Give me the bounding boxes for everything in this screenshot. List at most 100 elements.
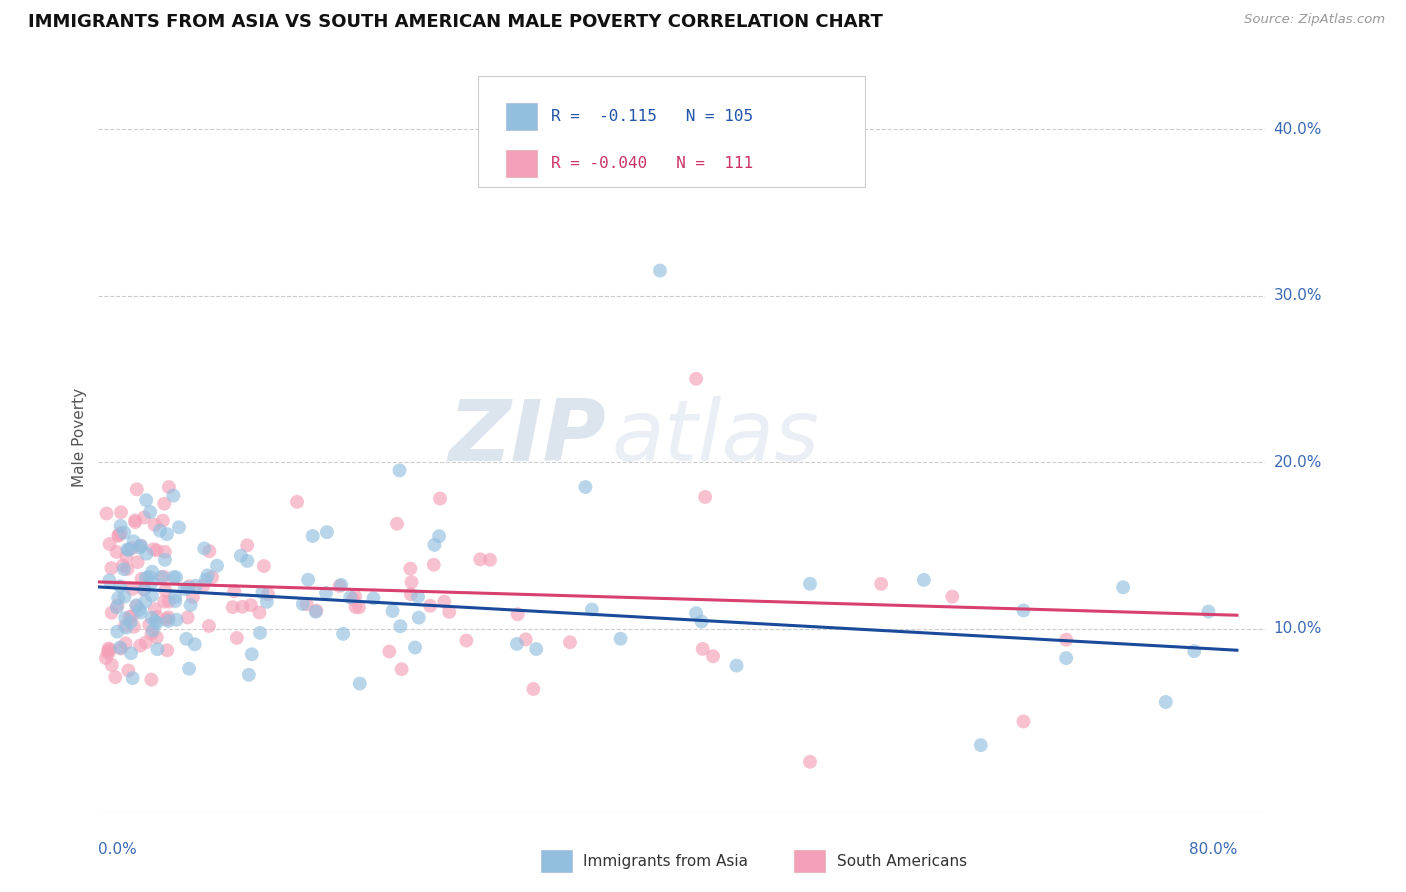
Point xyxy=(152,514,174,528)
Text: R = -0.040   N =  111: R = -0.040 N = 111 xyxy=(551,156,754,170)
Point xyxy=(1198,605,1220,619)
Text: 30.0%: 30.0% xyxy=(1274,288,1322,303)
Point xyxy=(522,681,544,696)
Point xyxy=(236,554,259,568)
Point xyxy=(1112,580,1135,594)
Point xyxy=(111,558,134,573)
Point xyxy=(229,549,252,563)
Point xyxy=(177,610,200,624)
Point xyxy=(347,600,370,615)
Point xyxy=(399,561,422,575)
Point xyxy=(135,493,157,508)
Point xyxy=(117,542,139,557)
Point xyxy=(363,591,385,606)
Point xyxy=(105,600,128,615)
Point xyxy=(120,615,142,630)
Point xyxy=(156,612,179,626)
Point xyxy=(1012,603,1035,617)
Point xyxy=(429,491,451,506)
Point xyxy=(181,590,204,604)
Point xyxy=(125,599,148,613)
Point xyxy=(108,579,131,593)
Point xyxy=(141,575,163,590)
Point xyxy=(198,619,221,633)
Point xyxy=(108,640,131,655)
Point xyxy=(125,598,148,612)
Point xyxy=(157,480,180,494)
Point xyxy=(173,582,195,597)
Point xyxy=(404,640,426,655)
Point xyxy=(94,651,117,665)
Point xyxy=(135,571,157,585)
Point xyxy=(201,570,224,584)
Point xyxy=(408,610,430,624)
Point xyxy=(129,539,152,553)
Point xyxy=(128,602,150,616)
Point xyxy=(122,620,145,634)
Text: R =  -0.115   N = 105: R = -0.115 N = 105 xyxy=(551,110,754,124)
Point xyxy=(105,624,128,639)
Point xyxy=(690,615,713,629)
Point xyxy=(222,600,245,615)
Text: IMMIGRANTS FROM ASIA VS SOUTH AMERICAN MALE POVERTY CORRELATION CHART: IMMIGRANTS FROM ASIA VS SOUTH AMERICAN M… xyxy=(28,13,883,31)
Point xyxy=(197,568,219,582)
Point xyxy=(176,581,198,595)
Point xyxy=(153,594,176,608)
Point xyxy=(100,561,122,575)
Point xyxy=(225,631,247,645)
Point xyxy=(479,553,502,567)
Point xyxy=(970,738,993,752)
Point xyxy=(156,643,179,657)
Point xyxy=(378,644,401,658)
Point xyxy=(205,558,228,573)
Point xyxy=(118,542,141,557)
Point xyxy=(941,590,963,604)
Point xyxy=(870,577,893,591)
Point xyxy=(574,480,596,494)
Point xyxy=(98,642,121,657)
Point xyxy=(198,544,221,558)
Point xyxy=(1054,651,1077,665)
Point xyxy=(249,625,271,640)
Point xyxy=(150,570,173,584)
Point xyxy=(177,662,200,676)
Point xyxy=(305,604,328,618)
Point xyxy=(305,605,328,619)
Point xyxy=(121,541,143,556)
Point xyxy=(330,578,353,592)
Point xyxy=(112,562,135,576)
Point xyxy=(524,642,547,657)
Point xyxy=(240,647,263,661)
Point xyxy=(143,615,166,629)
Point xyxy=(134,582,156,597)
Point xyxy=(253,559,276,574)
Text: 0.0%: 0.0% xyxy=(98,842,138,857)
Point xyxy=(107,529,129,543)
Text: 80.0%: 80.0% xyxy=(1188,842,1237,857)
Point xyxy=(145,615,167,630)
Point xyxy=(166,613,188,627)
Point xyxy=(349,676,371,690)
Point xyxy=(799,755,821,769)
Point xyxy=(143,517,166,532)
Point xyxy=(146,610,169,624)
Point xyxy=(153,545,176,559)
Text: 40.0%: 40.0% xyxy=(1274,121,1322,136)
Point xyxy=(129,606,152,620)
Point xyxy=(799,576,821,591)
Point xyxy=(145,630,167,644)
Point xyxy=(506,637,529,651)
Point xyxy=(456,633,478,648)
Point xyxy=(97,641,120,656)
Point xyxy=(344,590,367,604)
Point xyxy=(257,587,280,601)
Point xyxy=(165,590,187,604)
Point xyxy=(141,673,163,687)
Point xyxy=(110,519,132,533)
Point xyxy=(115,549,138,564)
Point xyxy=(110,505,132,519)
Point xyxy=(132,582,155,597)
Point xyxy=(128,541,150,555)
Point xyxy=(1012,714,1035,729)
Point xyxy=(193,541,215,556)
